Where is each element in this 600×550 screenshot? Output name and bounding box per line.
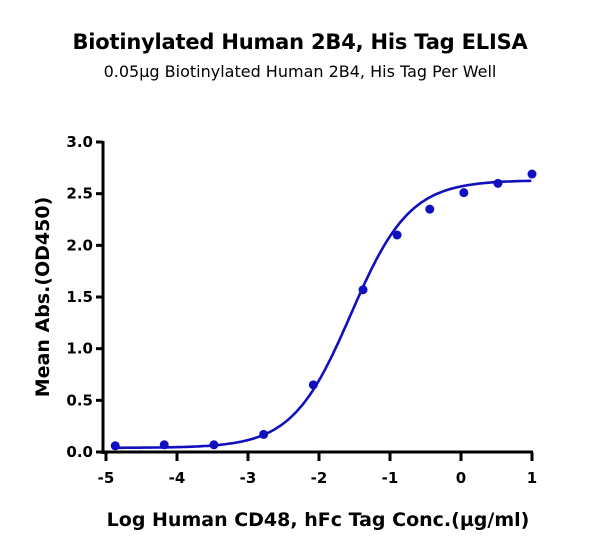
- chart-subtitle: 0.05µg Biotinylated Human 2B4, His Tag P…: [103, 62, 497, 81]
- data-points: [110, 169, 537, 451]
- x-tick-label: -4: [169, 469, 186, 487]
- data-point: [527, 169, 537, 179]
- y-tick-label: 2.0: [66, 236, 93, 254]
- fit-curve: [115, 179, 532, 450]
- data-point: [459, 188, 469, 198]
- data-point: [209, 440, 219, 450]
- y-tick-label: 0.0: [66, 443, 93, 461]
- axes: 0.0 0.5 1.0 1.5 2.0 2.5 3.0 -5 -4 -3 -2 -1 0 1: [66, 133, 537, 487]
- chart-title: Biotinylated Human 2B4, His Tag ELISA: [72, 30, 528, 54]
- data-point: [425, 204, 435, 214]
- y-tick-label: 2.5: [66, 185, 93, 203]
- data-point: [259, 429, 269, 439]
- data-point: [308, 380, 318, 390]
- data-point: [110, 441, 120, 451]
- y-axis-label: Mean Abs.(OD450): [32, 197, 54, 398]
- data-point: [358, 285, 368, 295]
- x-tick-label: -1: [382, 469, 399, 487]
- data-point: [493, 178, 503, 188]
- x-axis-label: Log Human CD48, hFc Tag Conc.(µg/ml): [107, 509, 530, 531]
- y-tick-label: 3.0: [66, 133, 93, 151]
- x-tick-label: -5: [98, 469, 115, 487]
- x-tick-label: 1: [527, 469, 537, 487]
- data-point: [392, 230, 402, 240]
- fit-curve-path: [115, 179, 532, 450]
- x-tick-label: -3: [240, 469, 257, 487]
- data-point: [159, 440, 169, 450]
- x-tick-label: 0: [456, 469, 466, 487]
- y-tick-label: 1.5: [66, 288, 93, 306]
- x-tick-label: -2: [311, 469, 328, 487]
- y-tick-label: 0.5: [66, 391, 93, 409]
- y-tick-label: 1.0: [66, 340, 93, 358]
